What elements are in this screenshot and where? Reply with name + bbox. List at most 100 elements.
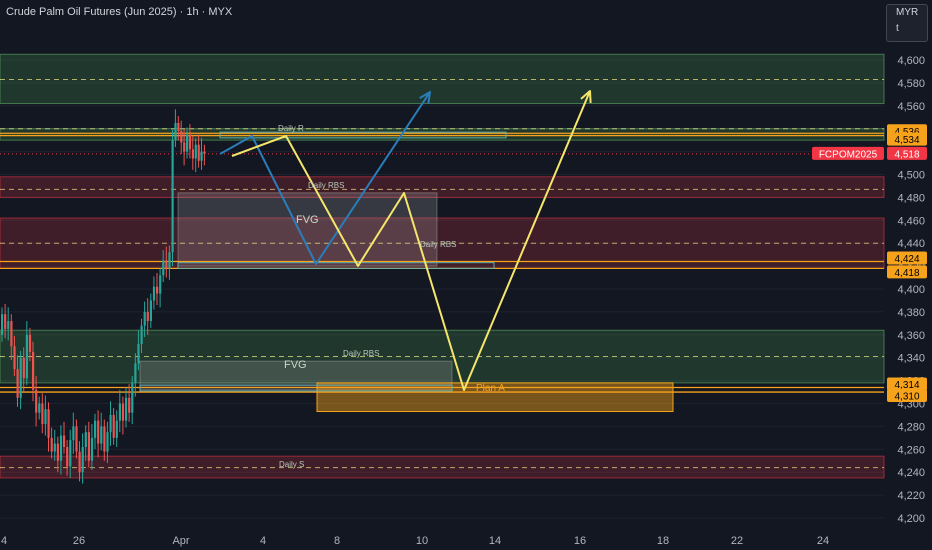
time-tick-label: 16 — [574, 535, 586, 547]
candle — [140, 325, 143, 344]
candle — [38, 403, 41, 413]
candle — [191, 149, 194, 159]
time-tick-label: 26 — [73, 535, 85, 547]
zone-label-text: FVG — [284, 359, 307, 371]
price-tick-label: 4,560 — [897, 101, 925, 113]
candle — [177, 122, 180, 131]
candle — [47, 409, 50, 438]
liquidity-box — [177, 262, 495, 269]
candle — [19, 357, 22, 398]
candle — [194, 144, 197, 159]
price-tick-label: 4,340 — [897, 353, 925, 365]
zone-daily-rbs — [0, 176, 885, 198]
zone-daily-s — [0, 455, 885, 479]
yellow-arrow — [580, 90, 592, 104]
candle — [53, 443, 56, 452]
candle — [156, 286, 159, 294]
levels — [0, 78, 884, 469]
currency-selector[interactable]: MYR t — [886, 4, 928, 42]
candle — [106, 432, 109, 452]
candle — [41, 403, 44, 425]
time-tick-label: 22 — [731, 535, 743, 547]
candle — [44, 409, 47, 425]
candle — [197, 144, 200, 161]
candle — [97, 420, 100, 444]
candle — [171, 140, 174, 253]
zone-label-text: Daily R — [278, 124, 304, 133]
candle — [16, 369, 19, 398]
zone-label-text: Plan A — [476, 383, 505, 394]
candle — [118, 403, 121, 421]
price-tag-label: 4,314 — [894, 380, 919, 391]
candle — [66, 447, 69, 467]
candle — [180, 130, 183, 143]
candles — [1, 109, 206, 484]
blue-arrow — [419, 91, 431, 105]
time-tick-label: Apr — [172, 535, 189, 547]
zone-label-text: Daily RBS — [308, 181, 344, 190]
currency-unit: t — [896, 23, 899, 34]
candle — [137, 343, 140, 364]
candle — [84, 432, 87, 448]
candle — [203, 151, 206, 154]
candle — [25, 334, 28, 379]
time-tick-label: 8 — [334, 535, 340, 547]
candle — [174, 122, 177, 141]
price-tag-label: 4,310 — [894, 392, 919, 403]
candle — [56, 443, 59, 461]
candle — [134, 363, 137, 383]
price-tag-label: 4,424 — [894, 254, 919, 265]
candle — [69, 440, 72, 467]
candle — [146, 311, 149, 322]
time-tick-label: 4 — [260, 535, 266, 547]
price-tag-label: 4,418 — [894, 268, 919, 279]
candle — [121, 403, 125, 421]
candle — [4, 314, 7, 330]
price-tick-label: 4,500 — [897, 170, 925, 182]
candle — [13, 346, 16, 370]
symbol-tag-label: FCPOM2025 — [819, 149, 878, 160]
price-tag — [887, 132, 927, 146]
candle — [115, 420, 118, 438]
price-tick-label: 4,600 — [897, 55, 925, 67]
time-axis[interactable]: 4 26 Apr 4 8 10 14 16 18 22 24 — [1, 535, 829, 547]
symbol-tag — [812, 146, 884, 160]
candle — [59, 435, 63, 461]
candle — [159, 275, 162, 294]
candle — [78, 451, 81, 473]
price-tick-label: 4,360 — [897, 330, 925, 342]
candle — [100, 426, 103, 444]
price-tick-label: 4,200 — [897, 513, 925, 525]
candle — [7, 321, 10, 330]
yellow-path — [231, 90, 591, 391]
candle — [50, 437, 53, 452]
chart-title: Crude Palm Oil Futures (Jun 2025) · 1h ·… — [6, 6, 233, 18]
candle — [162, 260, 165, 276]
price-tag — [887, 265, 927, 279]
time-tick-label: 10 — [416, 535, 428, 547]
candle — [75, 426, 78, 452]
zone-daily-r — [0, 128, 885, 141]
currency-label: MYR — [896, 7, 919, 18]
candle — [35, 389, 38, 413]
zone-label-text: Daily S — [279, 460, 304, 469]
zone-daily-r — [0, 53, 885, 105]
candle — [131, 382, 134, 413]
candle — [87, 432, 90, 461]
zone-label-text: Daily RBS — [343, 349, 379, 358]
time-tick-label: 4 — [1, 535, 7, 547]
price-tag — [887, 251, 927, 265]
liquidity-box — [139, 384, 453, 392]
price-tick-label: 4,440 — [897, 238, 925, 250]
candle — [90, 437, 94, 461]
candle — [103, 426, 106, 452]
price-tag — [887, 146, 927, 160]
candle — [72, 426, 75, 441]
price-tick-label: 4,280 — [897, 421, 925, 433]
candle — [63, 435, 66, 448]
candle — [28, 334, 32, 352]
time-tick-label: 18 — [657, 535, 669, 547]
